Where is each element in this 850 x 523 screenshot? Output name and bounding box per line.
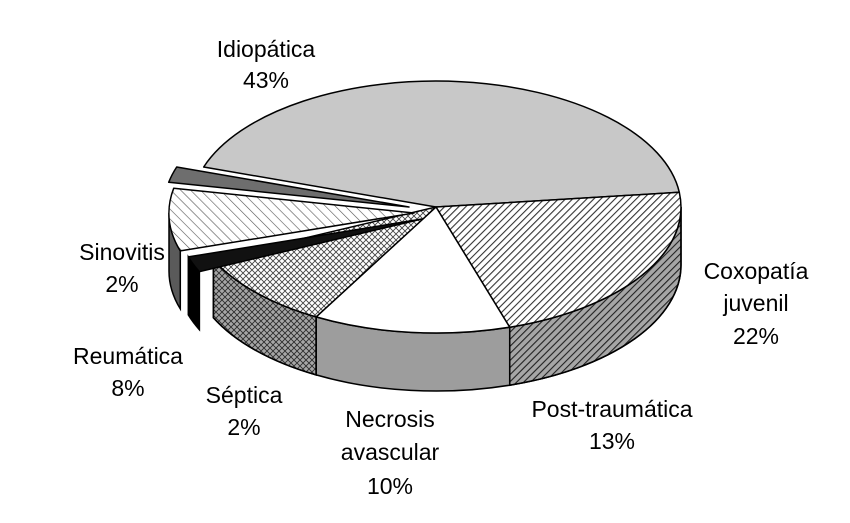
slice-top-1: [435, 191, 682, 328]
slice-label-post-traumatica: Post-traumática 13%: [531, 396, 692, 454]
label-post-traumatica-pct: 13%: [589, 428, 635, 454]
label-necrosis-name-2: avascular: [341, 439, 440, 465]
label-coxopatia-name-1: Coxopatía: [704, 258, 809, 284]
slice-label-reumatica: Reumática 8%: [73, 343, 183, 401]
label-idiopatica-pct: 43%: [243, 67, 289, 93]
label-reumatica-pct: 8%: [111, 375, 144, 401]
label-coxopatia-pct: 22%: [733, 323, 779, 349]
slice-label-coxopatia-juvenil: Coxopatía juvenil 22%: [704, 258, 809, 349]
slice-top-0: [202, 80, 681, 208]
label-sinovitis-name: Sinovitis: [79, 239, 165, 265]
slice-top-4: [187, 218, 423, 273]
slice-top-2: [315, 206, 511, 334]
label-septica-name: Séptica: [206, 382, 283, 408]
slice-label-sinovitis: Sinovitis 2%: [79, 239, 165, 297]
label-idiopatica-name: Idiopática: [217, 36, 316, 62]
label-necrosis-pct: 10%: [367, 473, 413, 499]
label-sinovitis-pct: 2%: [105, 271, 138, 297]
slice-label-idiopatica: Idiopática 43%: [217, 36, 316, 93]
label-septica-pct: 2%: [227, 414, 260, 440]
pie-tops: [167, 80, 682, 334]
slice-label-septica: Séptica 2%: [206, 382, 283, 440]
slice-label-necrosis-avascular: Necrosis avascular 10%: [341, 406, 440, 499]
label-reumatica-name: Reumática: [73, 343, 183, 369]
label-coxopatia-name-2: juvenil: [722, 290, 788, 316]
label-necrosis-name-1: Necrosis: [345, 406, 434, 432]
label-post-traumatica-name: Post-traumática: [531, 396, 692, 422]
slice-top-6: [167, 166, 410, 208]
slice-top-5: [168, 187, 415, 252]
